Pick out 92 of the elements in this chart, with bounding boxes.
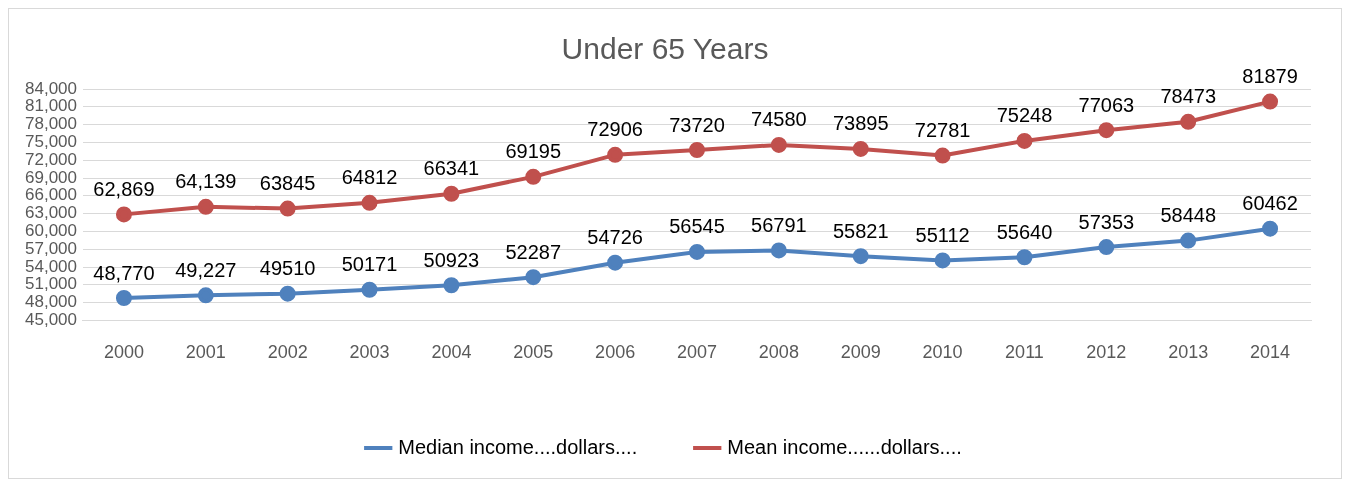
x-tick-label: 2007: [676, 342, 718, 363]
y-tick-label: 81,000: [25, 96, 77, 116]
y-tick-label: 54,000: [25, 256, 77, 276]
data-label: 49,227: [175, 258, 237, 281]
point: [279, 285, 296, 302]
x-tick-label: 2010: [922, 342, 963, 363]
data-label: 64,139: [175, 170, 237, 193]
point: [1098, 122, 1115, 139]
y-tick-label: 57,000: [25, 238, 77, 258]
y-tick-label: 60,000: [25, 221, 77, 241]
x-tick-label: 2006: [595, 342, 636, 363]
y-tick-label: 45,000: [25, 310, 77, 330]
x-tick-label: 2002: [267, 342, 308, 363]
point: [852, 248, 869, 265]
data-label: 55821: [832, 219, 889, 242]
data-label: 77063: [1078, 93, 1135, 116]
point: [197, 198, 214, 215]
y-tick-label: 75,000: [25, 132, 77, 152]
point: [115, 290, 132, 307]
y-tick-label: 84,000: [25, 78, 77, 98]
data-label: 69195: [505, 140, 562, 163]
data-label: 78473: [1160, 85, 1217, 108]
data-label: 64812: [341, 166, 398, 189]
x-tick-label: 2001: [185, 342, 226, 363]
point: [852, 140, 869, 157]
data-label: 73720: [669, 113, 725, 136]
y-tick-label: 72,000: [25, 149, 77, 169]
data-label: 75248: [996, 104, 1053, 127]
point: [443, 185, 460, 202]
data-label: 52287: [505, 240, 562, 263]
data-label: 50171: [341, 253, 398, 276]
point: [770, 136, 787, 153]
y-tick-label: 51,000: [25, 274, 77, 294]
y-tick-label: 66,000: [25, 185, 77, 205]
point: [770, 242, 787, 259]
x-tick-label: 2008: [758, 342, 799, 363]
x-tick-label: 2014: [1250, 342, 1291, 363]
data-label: 72781: [914, 119, 971, 142]
point: [197, 287, 214, 304]
chart-title: Under 65 Years: [561, 32, 769, 66]
y-tick-label: 69,000: [25, 167, 77, 187]
point: [115, 206, 132, 223]
point: [1180, 113, 1197, 130]
point: [1262, 93, 1279, 110]
x-tick-label: 2009: [840, 342, 881, 363]
x-tick-label: 2004: [431, 342, 472, 363]
x-tick-label: 2005: [513, 342, 554, 363]
x-tick-label: 2000: [103, 342, 144, 363]
data-label: 74580: [751, 108, 807, 131]
data-label: 73895: [832, 112, 889, 135]
point: [934, 147, 951, 164]
legend-label: Mean income......dollars....: [727, 435, 962, 458]
data-label: 63845: [259, 172, 316, 195]
data-label: 54726: [587, 226, 643, 249]
data-label: 72906: [587, 118, 643, 141]
x-tick-label: 2011: [1005, 342, 1044, 363]
data-label: 58448: [1160, 204, 1217, 227]
x-tick-label: 2013: [1168, 342, 1209, 363]
data-label: 57353: [1078, 210, 1135, 233]
data-label: 55112: [915, 223, 970, 246]
data-label: 62,869: [93, 177, 155, 200]
point: [443, 277, 460, 294]
point: [525, 168, 542, 185]
point: [689, 243, 705, 260]
data-label: 49510: [259, 257, 316, 280]
y-tick-label: 48,000: [25, 292, 77, 312]
point: [361, 281, 378, 298]
legend-label: Median income....dollars....: [398, 435, 638, 458]
point: [279, 200, 296, 217]
point: [1180, 232, 1197, 249]
point: [607, 254, 624, 271]
y-tick-label: 78,000: [25, 114, 77, 134]
data-label: 60462: [1242, 192, 1298, 215]
data-label: 56545: [669, 215, 725, 238]
data-label: 81879: [1242, 65, 1298, 88]
data-label: 50923: [423, 248, 480, 271]
data-label: 66341: [423, 157, 480, 180]
data-label: 48,770: [93, 261, 155, 284]
point: [1016, 249, 1033, 266]
x-tick-label: 2012: [1086, 342, 1127, 363]
point: [361, 194, 378, 211]
point: [525, 269, 542, 286]
point: [1098, 239, 1115, 256]
point: [1016, 132, 1033, 149]
x-tick-label: 2003: [349, 342, 390, 363]
point: [607, 146, 624, 163]
point: [689, 142, 705, 158]
data-label: 55640: [996, 220, 1053, 243]
data-label: 56791: [751, 213, 807, 236]
y-tick-label: 63,000: [25, 203, 77, 223]
point: [1262, 220, 1279, 237]
point: [934, 252, 951, 269]
